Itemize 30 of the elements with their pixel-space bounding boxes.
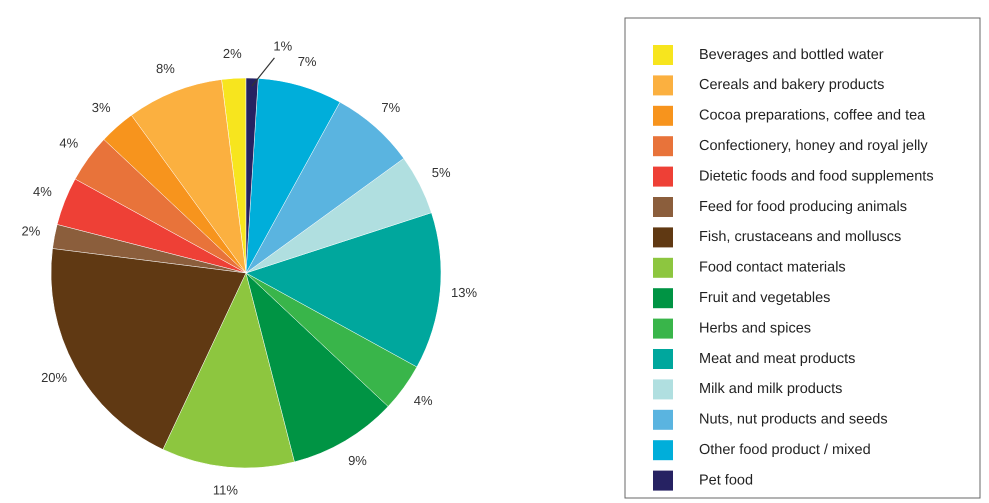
data-label: 11%	[212, 482, 238, 498]
data-label: 2%	[222, 46, 242, 61]
legend-label: Cereals and bakery products	[699, 77, 884, 94]
legend-label: Food contact materials	[699, 260, 846, 276]
data-label: 20%	[41, 370, 68, 385]
data-label: 9%	[348, 452, 368, 468]
legend-label: Nuts, nut products and seeds	[699, 412, 888, 428]
data-label: 2%	[21, 223, 41, 238]
data-label: 1%	[273, 38, 293, 54]
legend-label: Dietetic foods and food supplements	[699, 168, 934, 184]
data-label: 4%	[414, 393, 434, 408]
legend-label: Beverages and bottled water	[699, 46, 884, 63]
legend-label: Pet food	[699, 472, 754, 488]
data-label: 7%	[381, 100, 401, 116]
legend-label: Fruit and vegetables	[699, 290, 830, 306]
legend-label: Fish, crustaceans and molluscs	[699, 229, 902, 246]
data-label: 3%	[92, 100, 112, 116]
legend-label: Meat and meat products	[699, 350, 856, 367]
data-label: 4%	[59, 136, 79, 151]
legend-label: Other food product / mixed	[699, 442, 871, 458]
data-label: 8%	[156, 60, 176, 76]
data-label: 4%	[32, 184, 52, 199]
legend-label: Milk and milk products	[699, 381, 842, 398]
data-label: 13%	[451, 285, 478, 300]
data-label: 5%	[432, 165, 451, 180]
data-label: 7%	[298, 54, 317, 70]
legend-label: Cocoa preparations, coffee and tea	[699, 108, 926, 124]
legend-label: Feed for food producing animals	[699, 198, 907, 215]
legend-label: Herbs and spices	[699, 320, 812, 336]
legend-label: Confectionery, honey and royal jelly	[699, 138, 928, 154]
